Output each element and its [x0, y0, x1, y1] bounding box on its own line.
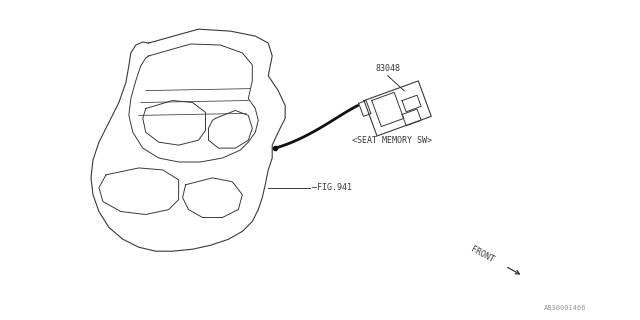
Text: 83048: 83048 — [375, 64, 400, 73]
Text: <SEAT MEMORY SW>: <SEAT MEMORY SW> — [352, 136, 432, 145]
Text: FRONT: FRONT — [469, 244, 495, 264]
Text: A830001466: A830001466 — [545, 305, 587, 311]
Text: —FIG.941: —FIG.941 — [312, 183, 352, 192]
